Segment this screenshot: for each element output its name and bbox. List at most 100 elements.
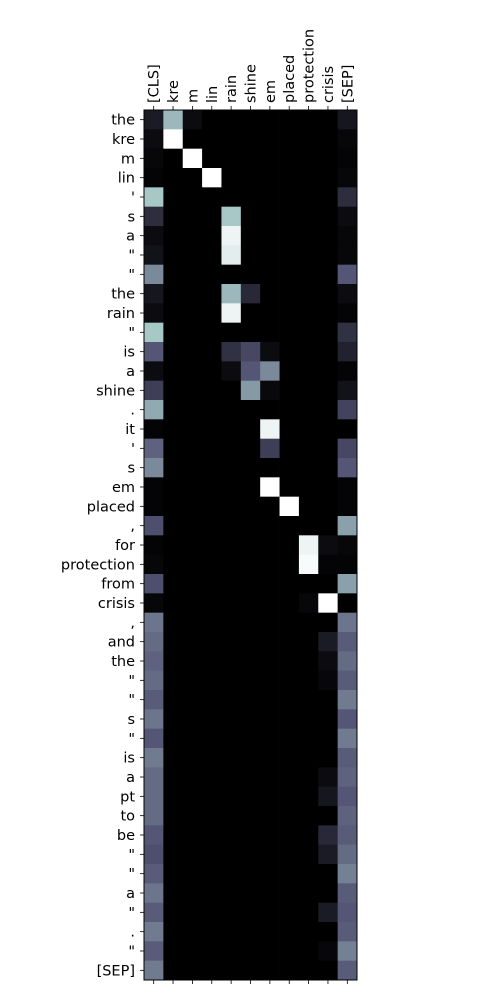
heatmap-cell	[221, 380, 242, 401]
heatmap-cell	[182, 709, 203, 730]
heatmap-cell	[202, 844, 222, 865]
heatmap-cell	[298, 322, 319, 343]
x-tick-label: [CLS]	[147, 64, 163, 103]
heatmap-cell	[182, 516, 203, 536]
heatmap-cell	[182, 748, 203, 768]
heatmap-cell	[202, 960, 222, 981]
y-tick-label: the	[111, 287, 135, 303]
heatmap-cell	[202, 612, 222, 633]
heatmap-cell	[260, 748, 280, 768]
y-tick-label: .	[130, 403, 135, 419]
heatmap-cell	[240, 303, 261, 324]
heatmap-cell	[240, 844, 261, 865]
heatmap-cell	[298, 303, 319, 324]
heatmap-cell	[318, 187, 339, 208]
heatmap-cell	[163, 554, 184, 575]
heatmap-cell	[144, 535, 164, 556]
heatmap-cell	[279, 245, 300, 266]
heatmap-cell	[318, 709, 339, 730]
heatmap-cell	[318, 574, 339, 594]
heatmap-cell	[182, 574, 203, 594]
heatmap-cell	[298, 786, 319, 807]
heatmap-cell	[182, 303, 203, 324]
heatmap-cell	[182, 342, 203, 362]
heatmap-cell	[240, 226, 261, 246]
heatmap-cell	[163, 168, 184, 188]
heatmap-cell	[221, 458, 242, 478]
heatmap-cell	[221, 670, 242, 691]
heatmap-cell	[202, 786, 222, 807]
y-tick-label: "	[128, 325, 135, 341]
heatmap-cell	[144, 825, 164, 846]
heatmap-cell	[298, 264, 319, 285]
heatmap-cell	[260, 264, 280, 285]
heatmap-cell	[260, 593, 280, 614]
y-tick-label: "	[128, 673, 135, 689]
heatmap-cell	[260, 883, 280, 904]
heatmap-cell	[163, 728, 184, 749]
heatmap-cell	[337, 960, 358, 981]
heatmap-cell	[318, 380, 339, 401]
heatmap-cell	[163, 245, 184, 266]
heatmap-cell	[163, 902, 184, 923]
y-tick-label: and	[108, 635, 135, 651]
heatmap-cell	[240, 651, 261, 672]
heatmap-cell	[260, 960, 280, 981]
heatmap-cell	[240, 380, 261, 401]
heatmap-cell	[337, 825, 358, 846]
y-tick-label: '	[131, 441, 135, 457]
x-axis-labels: [CLS] kre m lin rain shine em placed protection c…	[147, 29, 357, 103]
heatmap-cell	[337, 419, 358, 440]
heatmap-cell	[144, 709, 164, 730]
heatmap-cell	[298, 883, 319, 904]
heatmap-cell	[279, 110, 300, 130]
heatmap-cell	[279, 419, 300, 440]
heatmap-cell	[298, 767, 319, 788]
heatmap-cell	[163, 477, 184, 498]
heatmap-cell	[337, 786, 358, 807]
heatmap-cell	[144, 303, 164, 324]
heatmap-cell	[337, 206, 358, 227]
heatmap-cell	[260, 709, 280, 730]
heatmap-cell	[279, 438, 300, 459]
heatmap-cell	[240, 458, 261, 478]
heatmap-cell	[144, 651, 164, 672]
heatmap-cell	[298, 284, 319, 304]
heatmap-cell	[279, 844, 300, 865]
heatmap-cell	[279, 767, 300, 788]
heatmap-cell	[182, 864, 203, 884]
heatmap-cell	[221, 342, 242, 362]
heatmap-cell	[337, 902, 358, 923]
heatmap-cell	[202, 361, 222, 382]
heatmap-cell	[240, 284, 261, 304]
heatmap-cell	[240, 767, 261, 788]
heatmap-cell	[279, 902, 300, 923]
heatmap-cell	[202, 690, 222, 710]
heatmap-cell	[240, 902, 261, 923]
heatmap-cell	[144, 380, 164, 401]
heatmap-cell	[182, 902, 203, 923]
y-tick-label: from	[101, 577, 135, 593]
heatmap-cell	[298, 226, 319, 246]
heatmap-cell	[260, 284, 280, 304]
heatmap-cell	[298, 670, 319, 691]
heatmap-cell	[298, 728, 319, 749]
heatmap-cell	[182, 168, 203, 188]
heatmap-cell	[279, 748, 300, 768]
heatmap-cell	[163, 864, 184, 884]
heatmap-cell	[163, 825, 184, 846]
heatmap-cell	[202, 477, 222, 498]
heatmap-cell	[144, 458, 164, 478]
x-tick-label: placed	[282, 55, 298, 103]
y-tick-label: the	[111, 654, 135, 670]
heatmap-cell	[260, 438, 280, 459]
heatmap-cell	[202, 941, 222, 962]
heatmap-cell	[318, 284, 339, 304]
heatmap-cell	[240, 438, 261, 459]
heatmap-cell	[202, 806, 222, 826]
heatmap-cell	[298, 593, 319, 614]
heatmap-cell	[318, 226, 339, 246]
heatmap-cell	[260, 535, 280, 556]
heatmap-cells	[144, 110, 358, 981]
heatmap-cell	[202, 864, 222, 884]
